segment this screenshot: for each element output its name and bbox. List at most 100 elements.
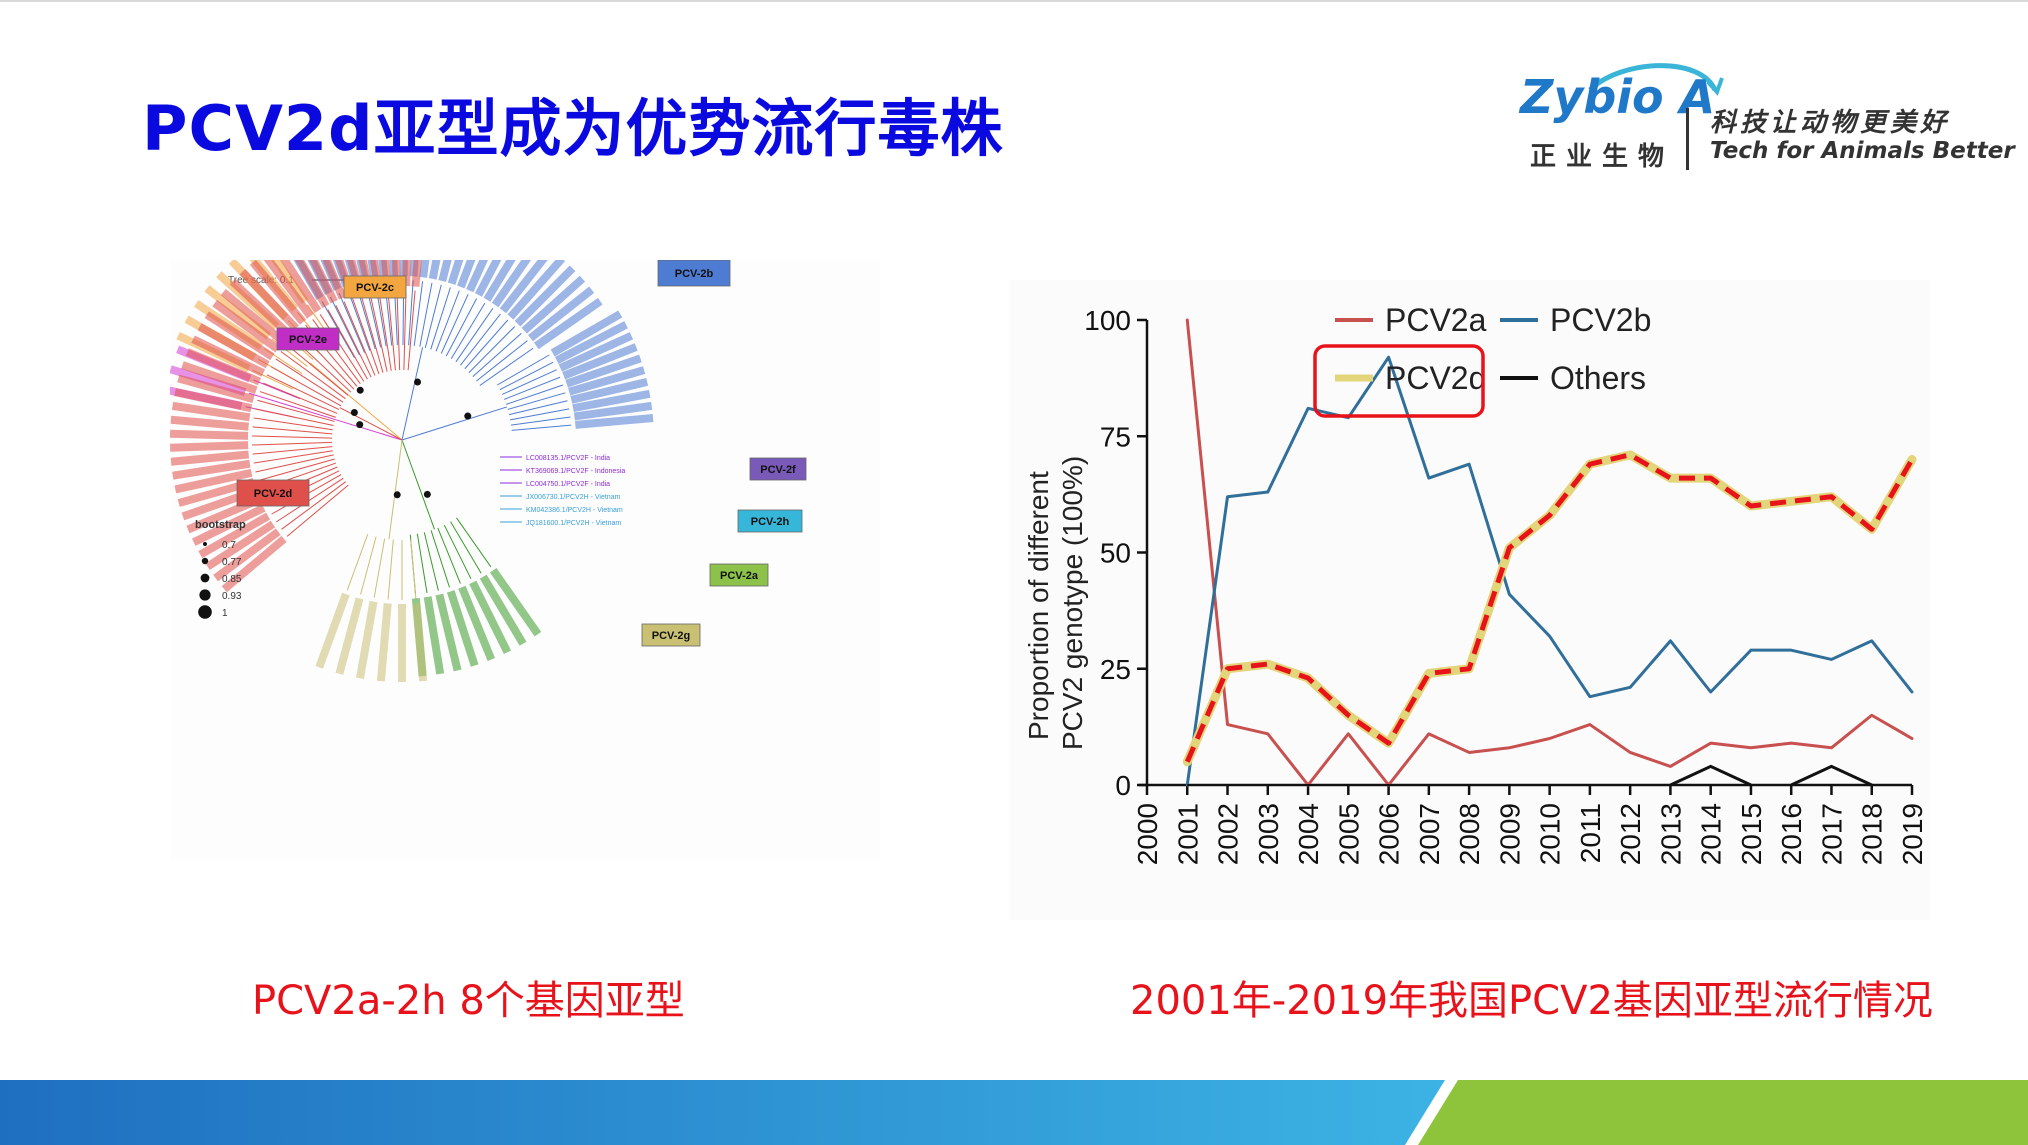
tree-branch — [259, 391, 336, 418]
tree-leaf-label — [177, 374, 255, 404]
logo-slogan-cn: 科技让动物更美好 — [1710, 108, 1951, 138]
series-line-pcv2b — [1185, 355, 1914, 787]
y-tick-label: 0 — [1115, 770, 1131, 801]
tree-branch — [360, 295, 384, 373]
x-tick-label: 2004 — [1293, 803, 1324, 865]
tree-branch — [507, 392, 566, 410]
genotype-line-chart: 0 25 50 75 100 2000 2001 2002 2003 2004 2005 2006 20… — [1010, 280, 1930, 920]
tree-leaf-highlight — [479, 574, 527, 646]
tree-branch — [472, 332, 522, 378]
tree-clade-stem — [296, 407, 403, 441]
tree-leaf-label — [565, 354, 642, 388]
tree-leaf-text: JQ181600.1/PCV2H - Vietnam — [526, 520, 621, 527]
tree-leaf-highlight — [177, 478, 255, 507]
tree-branch — [270, 366, 342, 407]
genotype-box-label: PCV-2e — [289, 334, 327, 346]
bootstrap-title: bootstrap — [195, 519, 246, 531]
bootstrap-legend-value: 0.93 — [222, 591, 242, 602]
tree-leaf-highlight — [205, 520, 276, 570]
tree-branch — [252, 435, 333, 439]
tree-leaf-label — [507, 255, 566, 320]
tree-leaf-label — [574, 414, 654, 429]
series-line-others — [1790, 764, 1873, 787]
tree-leaf-label — [573, 401, 653, 421]
tree-leaf-label — [197, 323, 270, 369]
x-tick-label: 2001 — [1172, 803, 1203, 865]
tree-leaf-label — [469, 580, 512, 655]
genotype-box-label: PCV-2a — [720, 570, 759, 582]
tree-leaf-highlight — [170, 415, 249, 431]
tree-leaf-label — [198, 512, 271, 559]
tree-leaf-highlight — [220, 288, 286, 345]
tree-branch — [253, 417, 333, 431]
tree-bootstrap-dot — [356, 421, 364, 429]
tree-clade-stem — [401, 347, 424, 441]
tree-leaf-highlight — [181, 361, 258, 395]
phylogenetic-tree: Tree scale: 0.1 LC008135.1/PCV2F - India… — [164, 197, 807, 682]
logo-swoosh-icon — [1588, 63, 1724, 96]
tree-branch — [510, 408, 570, 421]
genotype-box — [737, 509, 803, 533]
tree-branch — [252, 426, 333, 435]
genotype-box — [657, 259, 731, 287]
x-tick-label: 2007 — [1414, 803, 1445, 865]
tree-leaf-highlight — [221, 535, 287, 593]
tree-branch — [281, 481, 347, 530]
tree-leaf-label — [169, 429, 249, 440]
tree-branch — [257, 458, 335, 482]
logo-wordmark: Zybio A — [1520, 70, 1716, 124]
tree-branch — [387, 539, 394, 600]
tree-leaf-label — [249, 259, 307, 325]
tree-branch — [276, 477, 344, 523]
tree-branch — [266, 374, 340, 411]
x-tick-label: 2014 — [1696, 803, 1727, 865]
tree-leaf-label — [458, 585, 496, 662]
tree-leaf-label — [558, 332, 634, 372]
slide-title: PCV2d亚型成为优势流行毒株 — [142, 92, 1004, 165]
series-line-others — [1669, 764, 1752, 787]
tree-branch — [508, 400, 568, 416]
tree-leaf-label — [174, 468, 253, 494]
tree-leaf-highlight — [469, 580, 512, 655]
tree-leaf-label — [212, 299, 281, 353]
tree-branch — [511, 424, 572, 431]
x-tick-label: 2016 — [1776, 803, 1807, 865]
tree-branch — [347, 289, 371, 351]
genotype-box — [709, 563, 769, 587]
tree-branch — [497, 354, 550, 386]
tree-leaf-text: KT369069.1/PCV2F - Indonesia — [526, 468, 625, 475]
tree-leaf-label — [376, 603, 392, 682]
tree-leaf-label — [185, 348, 262, 386]
tree-leaf-label — [239, 268, 299, 331]
tree-branch — [319, 314, 365, 382]
tree-branch — [286, 484, 349, 537]
tree-leaf-label — [356, 600, 378, 680]
tree-branch — [408, 280, 414, 346]
tree-leaf-highlight — [398, 604, 406, 682]
tree-leaf-text: LC004750.1/PCV2F - India — [526, 481, 610, 488]
tree-branch — [440, 294, 469, 354]
tree-branch — [252, 446, 333, 455]
tree-leaf-label — [181, 361, 258, 395]
top-border — [0, 0, 2028, 2]
tree-leaf-highlight — [521, 275, 586, 334]
tree-leaf-highlight — [198, 512, 271, 559]
tree-leaf-highlight — [191, 335, 266, 377]
bootstrap-legend-value: 0.77 — [222, 557, 242, 568]
tree-leaf-highlight — [171, 401, 251, 422]
tree-branch — [403, 290, 407, 371]
tree-branch — [505, 384, 564, 405]
tree-leaf-highlight — [534, 297, 603, 350]
tree-leaf-label — [170, 450, 250, 466]
tree-leaf-highlight — [550, 310, 623, 357]
bootstrap-legend-dot — [203, 542, 207, 546]
tree-branch — [338, 292, 366, 353]
tree-branch — [423, 532, 439, 591]
tree-leaf-highlight — [204, 311, 275, 361]
tree-leaf-highlight — [558, 332, 634, 372]
tree-leaf-highlight — [174, 468, 253, 494]
tree-leaf-highlight — [446, 590, 479, 667]
logo-company-name: 正业生物 — [1530, 142, 1675, 172]
tree-leaf-highlight — [315, 592, 350, 669]
tree-leaf-highlight — [528, 286, 595, 342]
